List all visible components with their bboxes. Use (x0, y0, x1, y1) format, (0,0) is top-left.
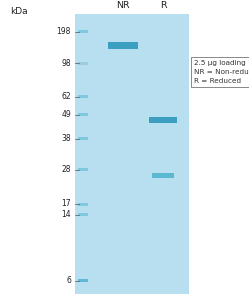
Bar (149, 117, 177, 123)
Text: kDa: kDa (10, 8, 28, 16)
Text: 98: 98 (61, 58, 71, 68)
Bar (108, 42, 138, 49)
Bar (78, 202, 88, 206)
Bar (78, 113, 88, 116)
Text: R: R (160, 1, 166, 10)
Bar (78, 168, 88, 171)
Text: 62: 62 (61, 92, 71, 101)
Text: 6: 6 (66, 276, 71, 285)
Text: 17: 17 (61, 200, 71, 208)
Bar (78, 278, 88, 283)
Bar (78, 213, 88, 216)
Bar (78, 61, 88, 64)
Text: 28: 28 (62, 165, 71, 174)
Text: 2.5 µg loading
NR = Non-reduced
R = Reduced: 2.5 µg loading NR = Non-reduced R = Redu… (194, 60, 249, 84)
Text: 38: 38 (61, 134, 71, 143)
Bar (78, 137, 88, 140)
Text: NR: NR (117, 1, 130, 10)
Text: 14: 14 (61, 210, 71, 219)
Bar (78, 95, 88, 98)
Text: 49: 49 (61, 110, 71, 119)
Text: 198: 198 (57, 27, 71, 36)
Bar (78, 30, 88, 33)
Bar (75, 14, 189, 294)
Bar (152, 173, 174, 178)
